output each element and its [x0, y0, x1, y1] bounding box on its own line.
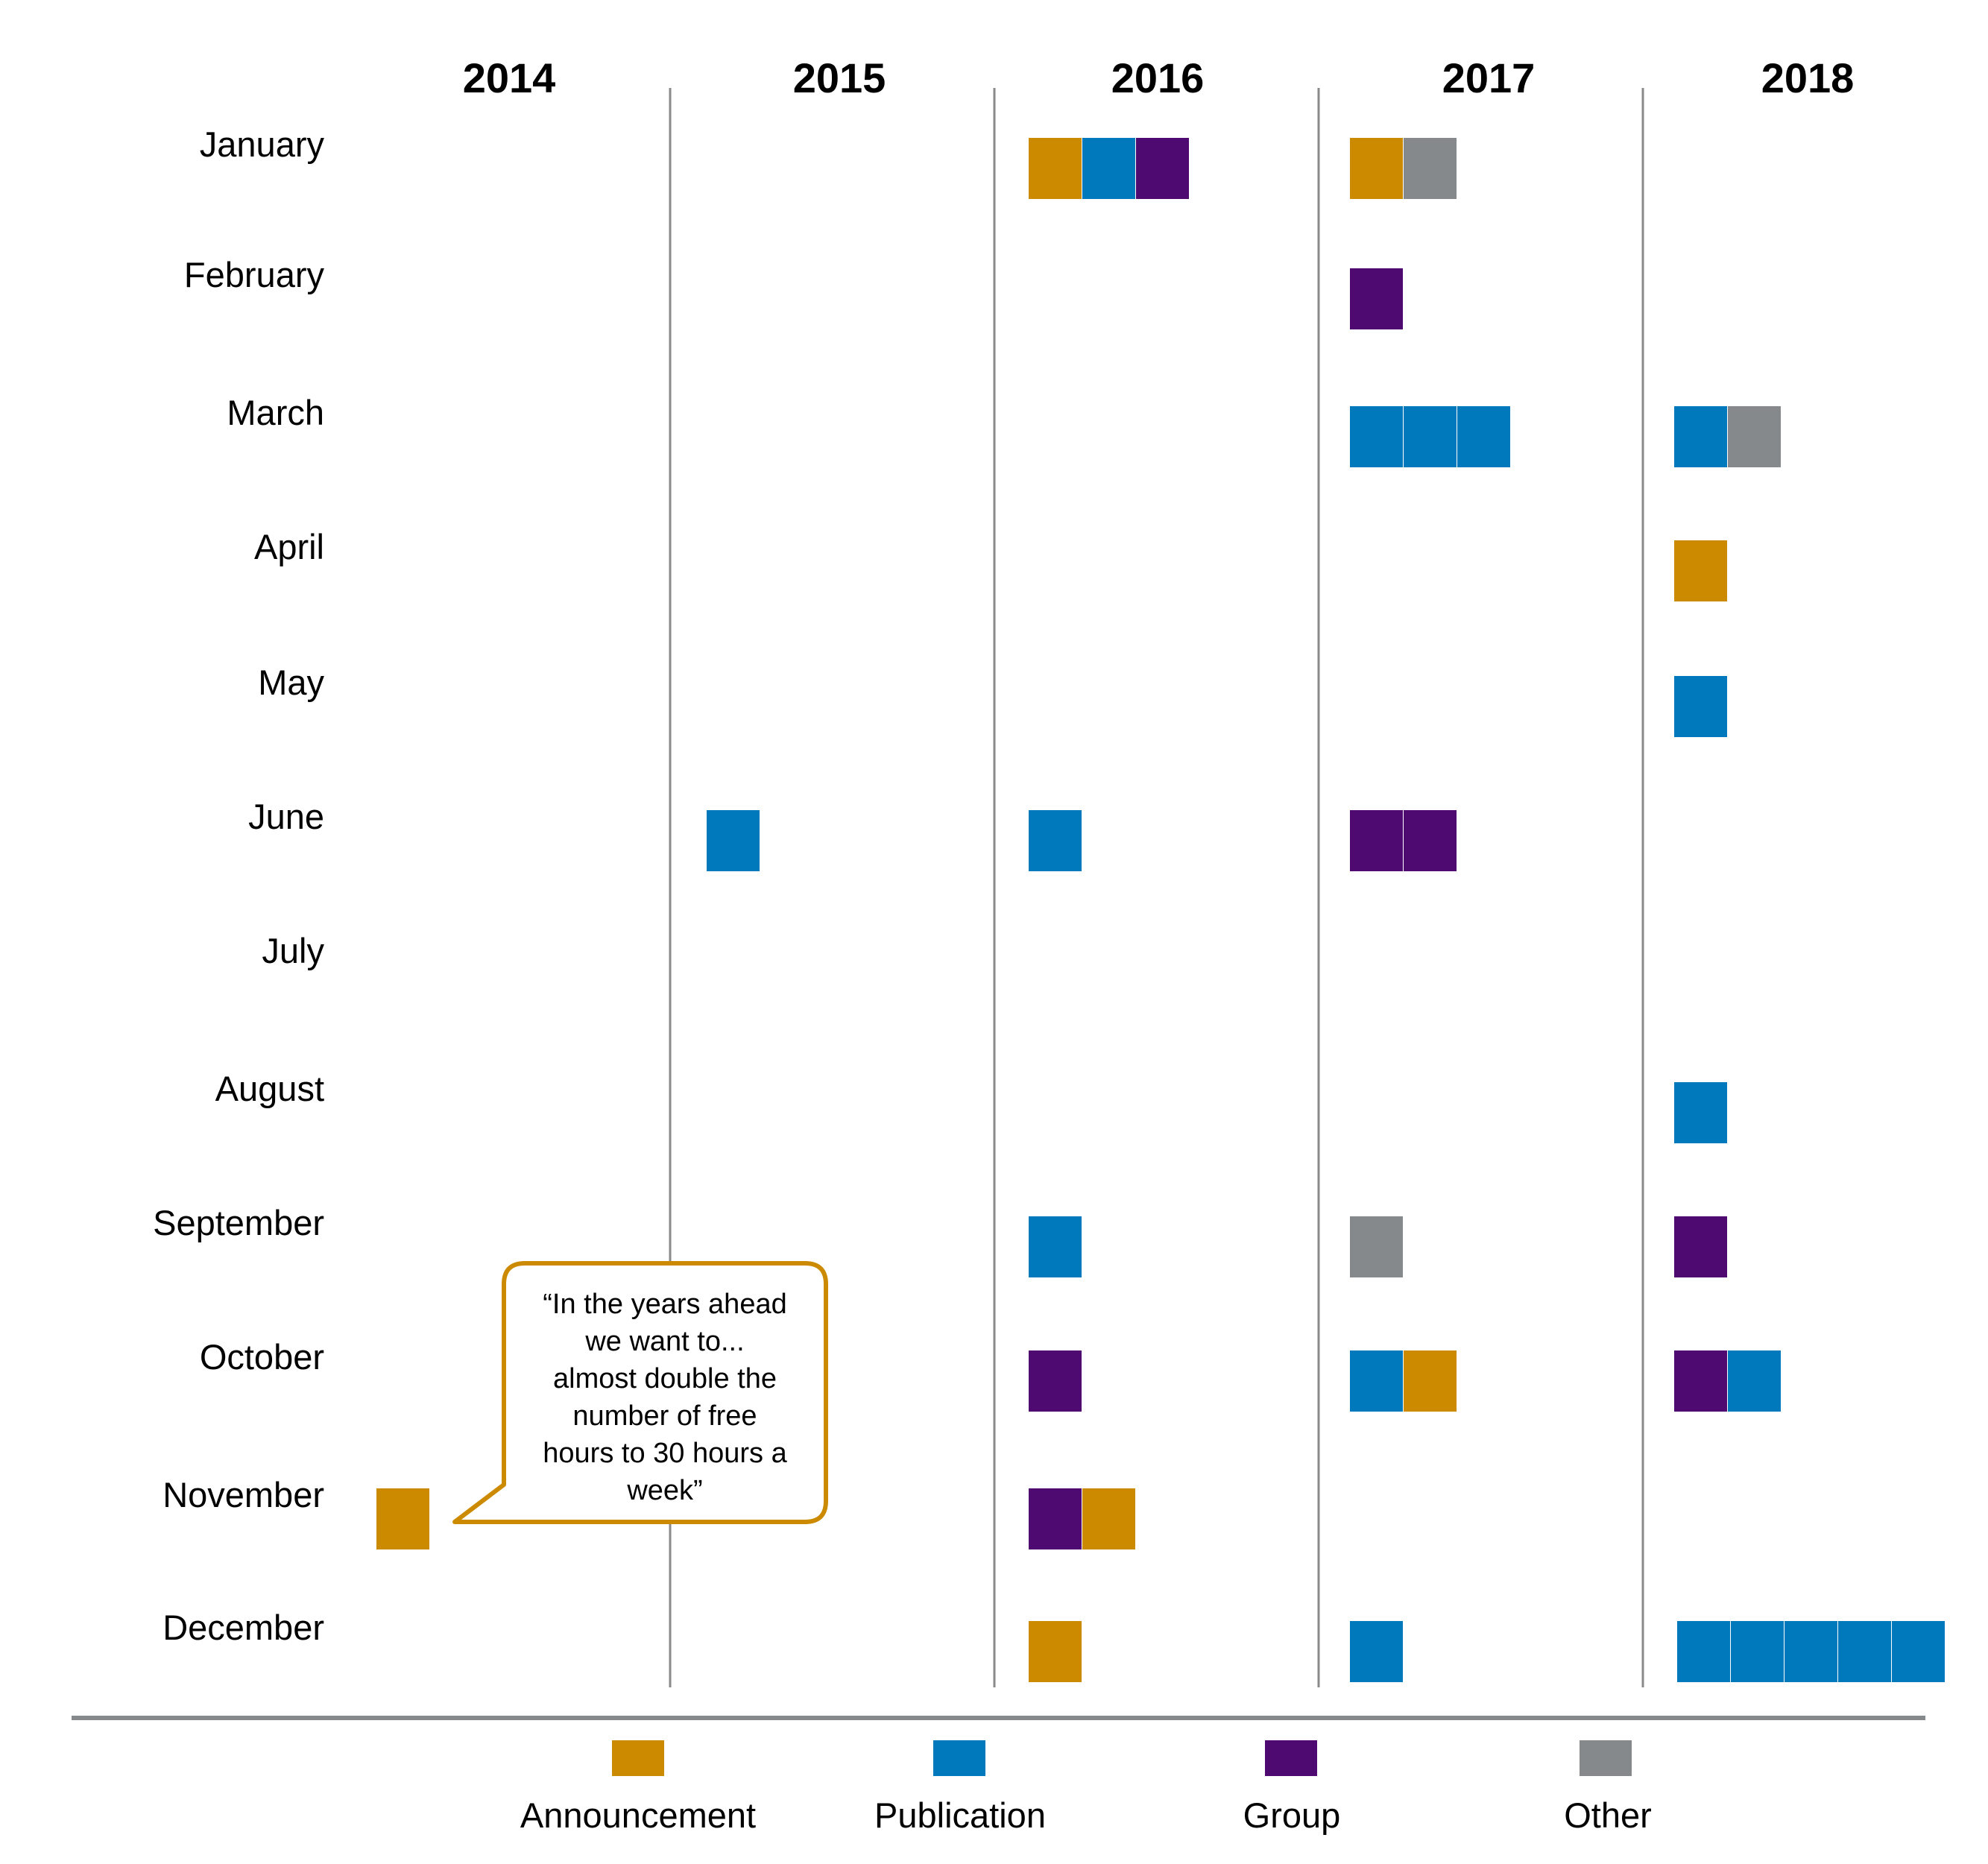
- event-square-announcement-november-2016: [1082, 1488, 1135, 1549]
- month-label-october: October: [200, 1337, 324, 1377]
- event-square-announcement-november-2014: [376, 1488, 429, 1549]
- event-square-publication-march-2017: [1350, 406, 1403, 467]
- event-square-publication-december-2017: [1350, 1621, 1403, 1682]
- event-square-group-october-2018: [1674, 1350, 1727, 1412]
- event-square-group-february-2017: [1350, 268, 1403, 329]
- legend-label-other: Other: [1564, 1795, 1652, 1835]
- event-square-announcement-january-2016: [1029, 138, 1082, 199]
- event-square-group-june-2017: [1404, 810, 1457, 871]
- event-square-announcement-january-2017: [1350, 138, 1403, 199]
- month-label-may: May: [258, 663, 324, 702]
- event-square-publication-january-2016: [1082, 138, 1135, 199]
- event-marks: [376, 138, 1945, 1682]
- annotation-callout: “In the years ahead we want to... almost d…: [452, 1261, 828, 1524]
- event-square-publication-march-2017: [1457, 406, 1510, 467]
- event-square-publication-may-2018: [1674, 676, 1727, 737]
- event-square-group-october-2016: [1029, 1350, 1082, 1412]
- month-labels: January February March April May June July Augu…: [153, 124, 324, 1647]
- event-square-publication-december-2018: [1731, 1621, 1784, 1682]
- event-square-group-january-2016: [1136, 138, 1189, 199]
- event-square-announcement-april-2018: [1674, 540, 1727, 601]
- legend-swatch-group: [1265, 1740, 1317, 1776]
- event-square-publication-june-2015: [707, 810, 760, 871]
- legend-label-announcement: Announcement: [520, 1795, 756, 1835]
- month-label-april: April: [254, 527, 324, 566]
- callout-bubble: [452, 1261, 828, 1524]
- legend: Announcement Publication Group Other: [520, 1740, 1652, 1835]
- legend-swatch-other: [1580, 1740, 1632, 1776]
- month-label-december: December: [162, 1608, 324, 1647]
- event-square-publication-march-2018: [1674, 406, 1727, 467]
- legend-swatch-publication: [933, 1740, 985, 1776]
- event-square-group-september-2018: [1674, 1216, 1727, 1277]
- event-square-announcement-december-2016: [1029, 1621, 1082, 1682]
- year-label-2018: 2018: [1761, 54, 1855, 101]
- event-square-publication-december-2018: [1892, 1621, 1945, 1682]
- event-square-publication-october-2018: [1728, 1350, 1781, 1412]
- month-label-june: June: [248, 797, 324, 836]
- event-square-announcement-october-2017: [1404, 1350, 1457, 1412]
- month-label-january: January: [200, 124, 325, 164]
- month-label-march: March: [227, 393, 324, 432]
- year-label-2017: 2017: [1442, 54, 1536, 101]
- year-label-2016: 2016: [1111, 54, 1205, 101]
- callout-text-line: hours to 30 hours a: [543, 1438, 787, 1469]
- legend-label-publication: Publication: [874, 1795, 1046, 1835]
- callout-text-line: week”: [626, 1475, 702, 1506]
- month-label-september: September: [153, 1203, 324, 1242]
- event-square-group-november-2016: [1029, 1488, 1082, 1549]
- event-square-publication-march-2017: [1404, 406, 1457, 467]
- month-label-august: August: [215, 1069, 324, 1108]
- event-square-other-january-2017: [1404, 138, 1457, 199]
- event-square-publication-december-2018: [1838, 1621, 1891, 1682]
- event-square-publication-december-2018: [1785, 1621, 1837, 1682]
- event-square-other-september-2017: [1350, 1216, 1403, 1277]
- month-label-february: February: [184, 255, 325, 294]
- event-square-publication-december-2018: [1677, 1621, 1730, 1682]
- event-square-publication-september-2016: [1029, 1216, 1082, 1277]
- callout-text-line: almost double the: [553, 1363, 777, 1394]
- event-square-publication-august-2018: [1674, 1082, 1727, 1143]
- callout-text-line: “In the years ahead: [543, 1289, 786, 1320]
- event-square-other-march-2018: [1728, 406, 1781, 467]
- event-square-group-june-2017: [1350, 810, 1403, 871]
- legend-label-group: Group: [1243, 1795, 1341, 1835]
- year-label-2015: 2015: [793, 54, 886, 101]
- year-labels: 2014 2015 2016 2017 2018: [463, 54, 1855, 101]
- month-label-november: November: [162, 1475, 324, 1514]
- legend-swatch-announcement: [612, 1740, 664, 1776]
- callout-text-line: number of free: [572, 1400, 757, 1432]
- year-label-2014: 2014: [463, 54, 556, 101]
- event-square-publication-june-2016: [1029, 810, 1082, 871]
- month-label-july: July: [262, 931, 324, 970]
- callout-text-line: we want to...: [584, 1326, 744, 1357]
- event-square-publication-october-2017: [1350, 1350, 1403, 1412]
